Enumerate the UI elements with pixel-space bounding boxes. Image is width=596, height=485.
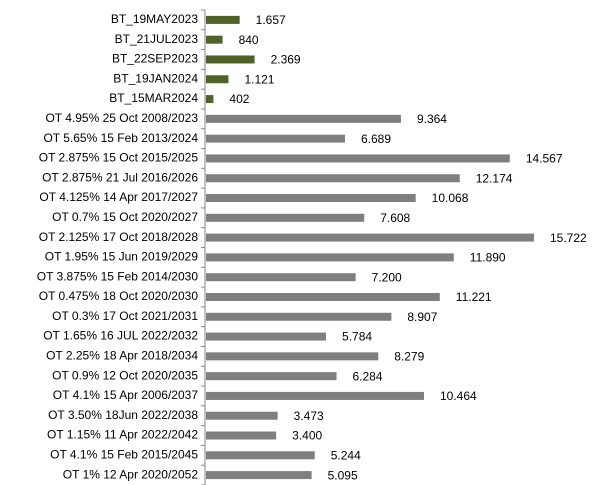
value-label: 3.473	[294, 409, 324, 423]
value-label: 10.068	[432, 191, 469, 205]
value-label: 6.284	[352, 369, 382, 383]
bar	[206, 273, 356, 282]
bar	[206, 213, 365, 222]
bar	[206, 194, 416, 203]
value-label: 3.400	[292, 429, 322, 443]
category-label: OT 2.875% 21 Jul 2016/2026	[42, 170, 198, 184]
category-label: OT 2.875% 15 Oct 2015/2025	[39, 151, 199, 165]
value-label: 7.608	[380, 211, 410, 225]
value-label: 15.722	[550, 231, 587, 245]
category-label: OT 3.50% 18Jun 2022/2038	[48, 408, 198, 422]
bar	[206, 253, 454, 262]
category-label: OT 3.875% 15 Feb 2014/2030	[37, 269, 199, 283]
bar	[206, 431, 277, 440]
bar	[206, 15, 240, 24]
bar	[206, 55, 255, 64]
bar	[206, 174, 460, 183]
bar	[206, 35, 223, 44]
category-label: OT 2.125% 17 Oct 2018/2028	[39, 230, 199, 244]
category-label: OT 2.25% 18 Apr 2018/2034	[46, 349, 198, 363]
value-label: 1.657	[256, 13, 286, 27]
value-label: 14.567	[526, 152, 563, 166]
value-label: 7.200	[372, 270, 402, 284]
bar	[206, 312, 392, 321]
bar	[206, 471, 312, 480]
category-label: BT_22SEP2023	[112, 52, 198, 66]
value-label: 5.095	[328, 468, 358, 482]
category-label: BT_19MAY2023	[111, 12, 198, 26]
bar	[206, 134, 345, 143]
bar	[206, 95, 214, 104]
bar	[206, 372, 337, 381]
category-label: OT 4.95% 25 Oct 2008/2023	[45, 111, 198, 125]
value-label: 6.689	[361, 132, 391, 146]
value-label: 5.244	[331, 448, 361, 462]
value-label: 5.784	[342, 330, 372, 344]
category-label: OT 4.1% 15 Feb 2015/2045	[50, 447, 198, 461]
category-label: OT 4.125% 14 Apr 2017/2027	[39, 190, 198, 204]
category-label: BT_19JAN2024	[113, 71, 198, 85]
category-label: OT 4.1% 15 Apr 2006/2037	[53, 388, 199, 402]
value-label: 12.174	[476, 171, 513, 185]
bar	[206, 75, 229, 84]
category-label: BT_21JUL2023	[115, 32, 199, 46]
value-label: 1.121	[244, 72, 274, 86]
bar	[206, 352, 379, 361]
category-label: OT 1% 12 Apr 2020/2052	[63, 467, 199, 481]
bar	[206, 332, 327, 341]
bar	[206, 233, 534, 242]
bar	[206, 292, 440, 301]
bar	[206, 114, 401, 123]
value-label: 10.464	[440, 389, 477, 403]
value-label: 2.369	[271, 53, 301, 67]
category-label: OT 0.3% 17 Oct 2021/2031	[52, 309, 198, 323]
value-label: 11.221	[456, 290, 492, 304]
category-label: OT 1.15% 11 Apr 2022/2042	[47, 428, 198, 442]
category-label: OT 1.65% 16 JUL 2022/2032	[43, 329, 198, 343]
category-label: OT 1.95% 15 Jun 2019/2029	[45, 250, 199, 264]
category-label: OT 0.7% 15 Oct 2020/2027	[52, 210, 198, 224]
category-label: OT 5.65% 15 Feb 2013/2024	[43, 131, 198, 145]
bar	[206, 391, 424, 400]
category-label: BT_15MAR2024	[109, 91, 198, 105]
bar	[206, 154, 510, 163]
value-label: 8.907	[407, 310, 437, 324]
value-label: 8.279	[394, 350, 424, 364]
category-label: OT 0.475% 18 Oct 2020/2030	[39, 289, 199, 303]
bar	[206, 411, 278, 420]
value-label: 11.890	[470, 251, 506, 265]
value-label: 402	[229, 92, 249, 106]
value-label: 9.364	[417, 112, 447, 126]
category-label: OT 0.9% 12 Oct 2020/2035	[52, 368, 198, 382]
value-label: 840	[239, 33, 259, 47]
bar	[206, 451, 315, 460]
